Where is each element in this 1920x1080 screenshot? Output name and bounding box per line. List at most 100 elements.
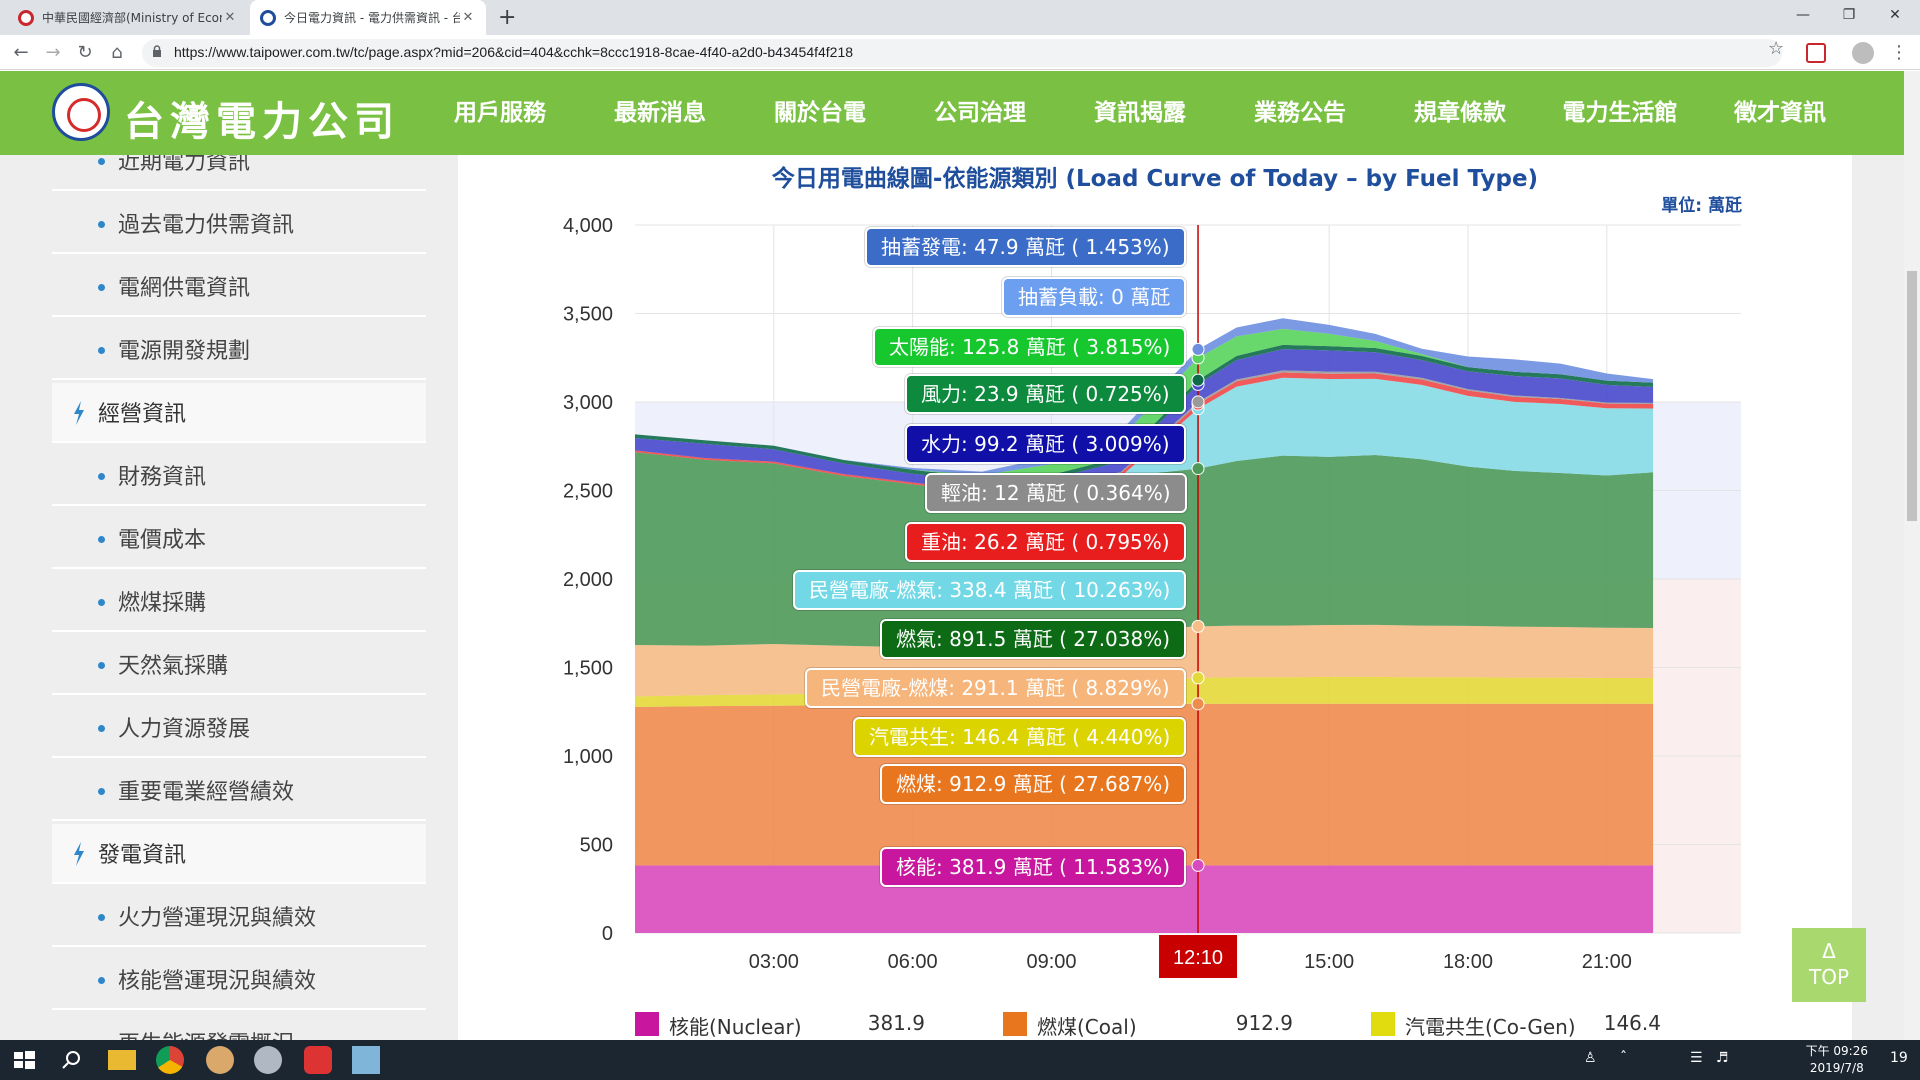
sidebar-link[interactable]: 近期電力資訊 bbox=[52, 155, 426, 191]
minimize-icon[interactable]: — bbox=[1796, 7, 1810, 23]
y-tick-label: 500 bbox=[580, 835, 613, 857]
sidebar-link[interactable]: 電源開發規劃 bbox=[52, 320, 426, 380]
sidebar-link[interactable]: 燃煤採購 bbox=[52, 572, 426, 632]
sidebar-category[interactable]: 經營資訊 bbox=[52, 383, 426, 443]
chrome-icon[interactable] bbox=[156, 1046, 184, 1074]
legend-swatch[interactable] bbox=[635, 1012, 659, 1036]
browser-toolbar: ← → ↻ ⌂ https://www.taipower.com.tw/tc/p… bbox=[0, 35, 1920, 70]
forward-arrow-icon[interactable]: → bbox=[45, 42, 61, 63]
nav-power-life[interactable]: 電力生活館 bbox=[1562, 100, 1678, 126]
series-tooltip: 水力: 99.2 萬瓩 ( 3.009%) bbox=[905, 424, 1186, 465]
sidebar-item-label: 電網供電資訊 bbox=[118, 276, 251, 301]
sidebar-item-label: 發電資訊 bbox=[98, 843, 187, 868]
series-marker bbox=[1191, 462, 1205, 476]
restore-icon[interactable]: ❐ bbox=[1842, 7, 1856, 23]
browser-tab-moea[interactable]: 中華民國經濟部(Ministry of Econ ✕ bbox=[8, 0, 248, 35]
legend-label[interactable]: 核能(Nuclear) bbox=[669, 1015, 802, 1039]
y-tick-label: 1,500 bbox=[563, 658, 613, 680]
taipower-logo-icon[interactable] bbox=[52, 83, 110, 141]
nav-regulations[interactable]: 規章條款 bbox=[1414, 100, 1506, 126]
app-icon[interactable] bbox=[206, 1046, 234, 1074]
clock-time: 下午 09:26 bbox=[1805, 1044, 1868, 1058]
sidebar-item-label: 再生能源發電概況 bbox=[118, 1026, 294, 1040]
notification-badge[interactable]: 19 bbox=[1890, 1050, 1908, 1066]
tab-close-icon[interactable]: ✕ bbox=[224, 10, 236, 25]
clock-date: 2019/7/8 bbox=[1809, 1061, 1864, 1075]
app-icon[interactable] bbox=[254, 1046, 282, 1074]
series-tooltip: 汽電共生: 146.4 萬瓩 ( 4.440%) bbox=[853, 717, 1187, 758]
tray-chevron-icon[interactable]: ˆ bbox=[1620, 1050, 1627, 1066]
nav-about[interactable]: 關於台電 bbox=[774, 100, 866, 126]
legend-swatch[interactable] bbox=[1003, 1012, 1027, 1036]
taskbar-clock[interactable]: 下午 09:26 2019/7/8 bbox=[1806, 1043, 1868, 1077]
browser-tab-taipower[interactable]: 今日電力資訊 - 電力供需資訊 - 台 ✕ bbox=[250, 0, 486, 35]
series-marker bbox=[1191, 395, 1205, 409]
y-tick-label: 0 bbox=[602, 923, 613, 945]
page-scrollbar[interactable] bbox=[1904, 71, 1920, 1040]
volume-icon[interactable]: ♬ bbox=[1716, 1050, 1729, 1066]
scrollbar-thumb[interactable] bbox=[1907, 271, 1917, 521]
address-bar[interactable]: https://www.taipower.com.tw/tc/page.aspx… bbox=[142, 39, 1782, 67]
x-tick-label: 18:00 bbox=[1443, 951, 1493, 973]
site-logo-text[interactable]: 台灣電力公司 bbox=[124, 98, 400, 145]
nav-news[interactable]: 最新消息 bbox=[614, 100, 706, 126]
series-tooltip: 燃氣: 891.5 萬瓩 ( 27.038%) bbox=[880, 619, 1187, 660]
new-tab-button[interactable]: + bbox=[498, 5, 517, 30]
sidebar-link[interactable]: 再生能源發電概況 bbox=[52, 1013, 426, 1040]
home-icon[interactable]: ⌂ bbox=[111, 42, 123, 63]
sidebar-link[interactable]: 過去電力供需資訊 bbox=[52, 194, 426, 254]
sidebar-item-label: 核能營運現況與績效 bbox=[118, 969, 317, 994]
series-tooltip: 核能: 381.9 萬瓩 ( 11.583%) bbox=[880, 846, 1187, 887]
sidebar-category[interactable]: 發電資訊 bbox=[52, 824, 426, 884]
sidebar-item-label: 燃煤採購 bbox=[118, 591, 207, 616]
nav-governance[interactable]: 公司治理 bbox=[934, 100, 1026, 126]
up-arrow-icon: Δ bbox=[1822, 939, 1836, 963]
sidebar-item-label: 火力營運現況與績效 bbox=[118, 906, 317, 931]
x-tick-label: 06:00 bbox=[888, 951, 938, 973]
people-icon[interactable]: ♙ bbox=[1584, 1050, 1597, 1066]
sidebar-link[interactable]: 電價成本 bbox=[52, 509, 426, 569]
x-tick-label: 15:00 bbox=[1304, 951, 1354, 973]
search-icon[interactable] bbox=[58, 1046, 86, 1074]
url-text: https://www.taipower.com.tw/tc/page.aspx… bbox=[174, 44, 854, 60]
windows-taskbar: ♙ ˆ ☰ ♬ 下午 09:26 2019/7/8 19 bbox=[0, 1040, 1920, 1080]
windows-start-icon[interactable] bbox=[10, 1046, 38, 1074]
sidebar-link[interactable]: 天然氣採購 bbox=[52, 635, 426, 695]
close-window-icon[interactable]: ✕ bbox=[1889, 7, 1901, 23]
extension-icon[interactable] bbox=[1806, 43, 1826, 63]
nav-announcements[interactable]: 業務公告 bbox=[1254, 100, 1346, 126]
sidebar-item-label: 電價成本 bbox=[118, 528, 207, 553]
app-icon[interactable] bbox=[304, 1046, 332, 1074]
back-arrow-icon[interactable]: ← bbox=[13, 42, 29, 63]
menu-kebab-icon[interactable]: ⋮ bbox=[1890, 42, 1908, 63]
sidebar-link[interactable]: 電網供電資訊 bbox=[52, 257, 426, 317]
y-tick-label: 2,000 bbox=[563, 569, 613, 591]
sidebar-link[interactable]: 人力資源發展 bbox=[52, 698, 426, 758]
legend-value: 146.4 bbox=[1603, 1011, 1661, 1035]
file-explorer-icon[interactable] bbox=[108, 1050, 136, 1070]
legend-value: 912.9 bbox=[1235, 1011, 1293, 1035]
network-icon[interactable]: ☰ bbox=[1690, 1050, 1703, 1066]
legend-label[interactable]: 汽電共生(Co-Gen) bbox=[1405, 1015, 1576, 1039]
sidebar-link[interactable]: 核能營運現況與績效 bbox=[52, 950, 426, 1010]
legend-swatch[interactable] bbox=[1371, 1012, 1395, 1036]
back-to-top-button[interactable]: Δ TOP bbox=[1792, 928, 1866, 1002]
sidebar-link[interactable]: 財務資訊 bbox=[52, 446, 426, 506]
sidebar-link[interactable]: 火力營運現況與績效 bbox=[52, 887, 426, 947]
profile-avatar-icon[interactable] bbox=[1852, 42, 1874, 64]
legend-label[interactable]: 燃煤(Coal) bbox=[1037, 1015, 1137, 1039]
series-tooltip: 燃煤: 912.9 萬瓩 ( 27.687%) bbox=[880, 764, 1187, 805]
bookmark-star-icon[interactable]: ☆ bbox=[1768, 38, 1785, 59]
lightning-bolt-icon bbox=[74, 842, 84, 866]
nav-careers[interactable]: 徵才資訊 bbox=[1734, 100, 1826, 126]
sidebar-link[interactable]: 重要電業經營績效 bbox=[52, 761, 426, 821]
tab-title: 中華民國經濟部(Ministry of Econ bbox=[42, 11, 222, 25]
tab-close-icon[interactable]: ✕ bbox=[462, 10, 474, 25]
lightning-bolt-icon bbox=[74, 401, 84, 425]
series-marker bbox=[1191, 373, 1205, 387]
series-tooltip: 民營電廠-燃煤: 291.1 萬瓩 ( 8.829%) bbox=[805, 668, 1186, 709]
app-icon[interactable] bbox=[352, 1046, 380, 1074]
nav-customer-service[interactable]: 用戶服務 bbox=[454, 100, 546, 126]
nav-disclosure[interactable]: 資訊揭露 bbox=[1060, 71, 1220, 167]
reload-icon[interactable]: ↻ bbox=[77, 42, 93, 63]
